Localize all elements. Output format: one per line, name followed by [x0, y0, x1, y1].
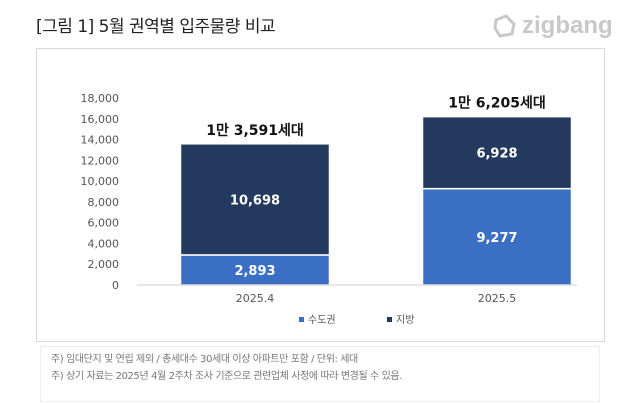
legend-swatch [387, 317, 392, 322]
zigbang-logo: zigbang [492, 12, 613, 40]
footnotes: 주) 임대단지 및 연립 제외 / 총세대수 30세대 이상 아파트만 포함 /… [40, 346, 600, 402]
logo-icon [493, 14, 516, 38]
legend-label: 지방 [396, 314, 414, 326]
note-2: 주) 상기 자료는 2025년 4월 2주차 조사 기준으로 관련업체 사정에 … [51, 371, 402, 382]
legend-swatch [299, 317, 304, 322]
y-tick-label: 2,000 [88, 258, 120, 271]
stacked-bar-chart: 0 2,000 4,000 6,000 8,000 10,000 12,000 14,000 1… [81, 92, 577, 326]
bar-regional [421, 115, 573, 190]
data-label: 10,698 [230, 193, 280, 208]
legend-label: 수도권 [308, 314, 336, 326]
note-1: 주) 임대단지 및 연립 제외 / 총세대수 30세대 이상 아파트만 포함 /… [51, 354, 358, 365]
y-tick-label: 8,000 [88, 196, 120, 209]
y-tick-label: 0 [112, 279, 119, 292]
figure-title: [그림 1] 5월 권역별 입주물량 비교 [36, 17, 276, 37]
y-tick-label: 16,000 [81, 113, 120, 126]
x-tick-label: 2025.5 [478, 292, 517, 305]
data-label: 2,893 [234, 264, 275, 279]
bar-capital [179, 254, 331, 286]
data-label: 6,928 [476, 147, 517, 162]
total-label: 1만 3,591세대 [206, 123, 304, 139]
chart-container: 0 2,000 4,000 6,000 8,000 10,000 12,000 14,000 1… [36, 48, 605, 342]
y-tick-label: 14,000 [81, 134, 120, 147]
y-tick-label: 4,000 [88, 237, 120, 250]
total-label: 1만 6,205세대 [448, 96, 546, 112]
x-tick-label: 2025.4 [236, 292, 275, 305]
data-label: 9,277 [476, 231, 517, 246]
y-tick-label: 10,000 [81, 175, 120, 188]
y-tick-label: 18,000 [81, 92, 120, 105]
bar-regional [179, 143, 331, 256]
y-tick-label: 6,000 [88, 217, 120, 230]
y-tick-label: 12,000 [81, 154, 120, 167]
